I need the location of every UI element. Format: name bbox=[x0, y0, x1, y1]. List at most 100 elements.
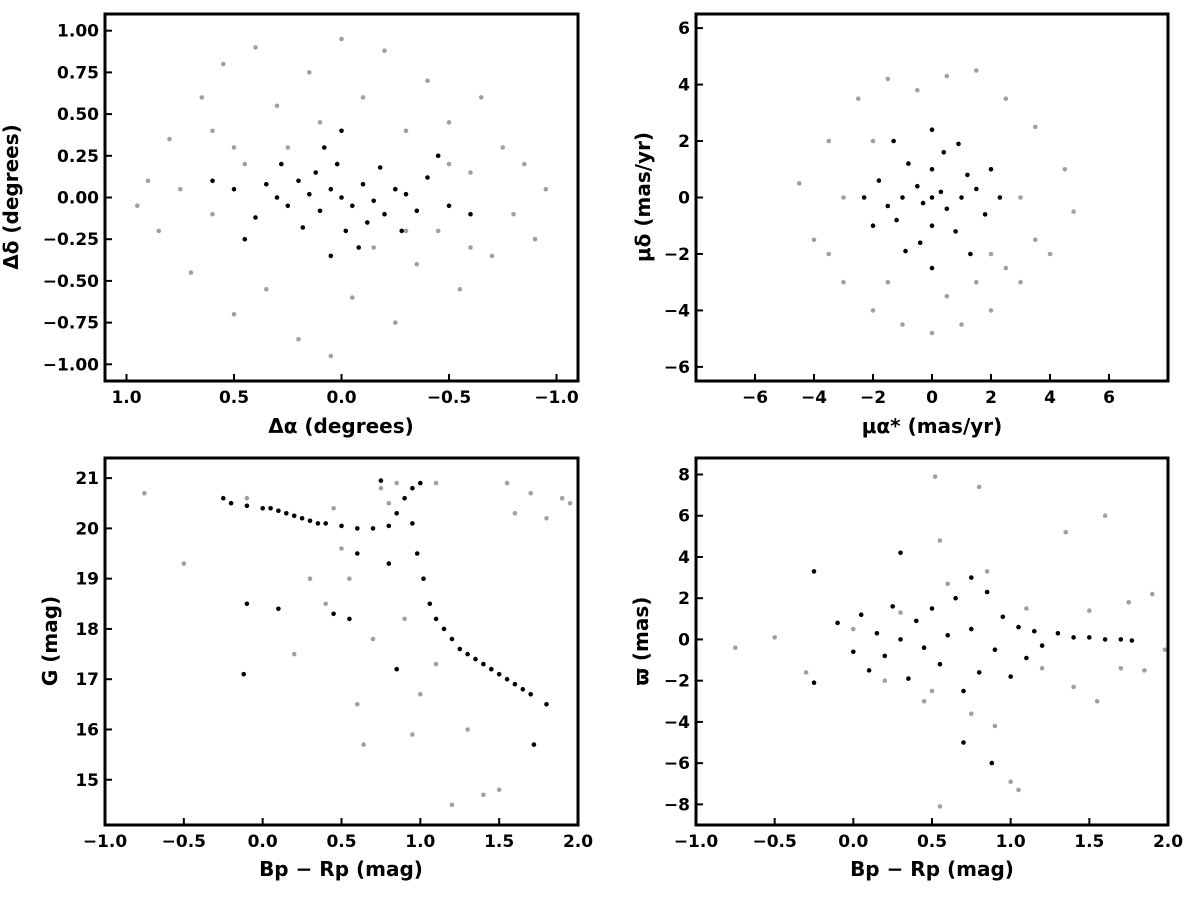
x-tick-label: 0 bbox=[926, 388, 938, 408]
data-point bbox=[355, 551, 360, 556]
data-point bbox=[322, 145, 327, 150]
data-point bbox=[403, 128, 409, 134]
data-point bbox=[858, 612, 864, 617]
data-point bbox=[274, 103, 280, 109]
data-point bbox=[512, 681, 518, 687]
data-point bbox=[468, 170, 473, 175]
data-point bbox=[929, 265, 935, 271]
x-tick-label: −0.5 bbox=[752, 832, 796, 852]
y-tick-label: −1.00 bbox=[43, 355, 99, 375]
data-point bbox=[241, 671, 246, 677]
data-point bbox=[403, 191, 409, 197]
data-point bbox=[851, 626, 856, 632]
data-point bbox=[953, 595, 958, 601]
data-point bbox=[992, 647, 998, 652]
data-point bbox=[328, 253, 334, 259]
x-tick-label: 0.5 bbox=[917, 832, 947, 852]
data-point bbox=[386, 561, 392, 566]
data-point bbox=[959, 322, 964, 327]
data-point bbox=[145, 178, 151, 184]
data-point bbox=[300, 225, 306, 230]
y-tick-label: 0.25 bbox=[57, 147, 99, 167]
data-point bbox=[797, 181, 802, 186]
data-point bbox=[968, 251, 973, 257]
data-point bbox=[870, 138, 876, 144]
data-point bbox=[489, 253, 495, 259]
data-point bbox=[339, 36, 344, 42]
data-point bbox=[339, 546, 344, 551]
y-tick-label: 0 bbox=[678, 630, 690, 650]
data-point bbox=[393, 320, 398, 325]
data-point bbox=[156, 228, 162, 234]
data-point bbox=[969, 711, 974, 716]
x-tick-label: −1.0 bbox=[83, 832, 128, 852]
y-tick-label: 21 bbox=[75, 469, 99, 489]
data-point bbox=[231, 312, 237, 317]
data-point bbox=[1032, 628, 1037, 634]
y-tick-label: −6 bbox=[664, 358, 690, 378]
x-tick-label: 6 bbox=[1103, 388, 1115, 408]
x-tick-label: 2.0 bbox=[1153, 832, 1183, 852]
x-tick-label: 2.0 bbox=[563, 832, 593, 852]
data-point bbox=[328, 186, 334, 192]
y-tick-label: 6 bbox=[678, 507, 690, 527]
data-point bbox=[418, 692, 423, 697]
data-point bbox=[378, 478, 384, 483]
data-point bbox=[361, 742, 366, 747]
data-point bbox=[974, 68, 979, 73]
data-point bbox=[244, 601, 250, 607]
data-point bbox=[135, 203, 140, 209]
data-point bbox=[929, 167, 935, 172]
data-point bbox=[221, 495, 226, 501]
data-point bbox=[1000, 614, 1006, 620]
data-point bbox=[433, 661, 439, 667]
data-point bbox=[382, 48, 387, 53]
data-point bbox=[307, 518, 313, 524]
data-point bbox=[296, 178, 301, 184]
data-point bbox=[1118, 666, 1124, 671]
data-point bbox=[929, 223, 935, 228]
data-point bbox=[210, 128, 215, 134]
data-point bbox=[938, 189, 944, 195]
data-point bbox=[414, 208, 420, 214]
x-tick-label: −1.0 bbox=[674, 832, 719, 852]
data-point bbox=[885, 203, 891, 209]
data-point bbox=[974, 279, 979, 285]
axes-frame bbox=[694, 456, 1170, 827]
data-point bbox=[307, 576, 313, 581]
data-point bbox=[331, 611, 336, 617]
y-axis-label: G (mag) bbox=[38, 596, 62, 686]
data-point bbox=[264, 287, 269, 292]
data-point bbox=[504, 480, 510, 486]
data-point bbox=[276, 606, 281, 612]
data-point bbox=[921, 645, 927, 650]
y-axis-label: ϖ (mas) bbox=[629, 597, 653, 686]
data-point bbox=[199, 95, 205, 100]
data-point bbox=[382, 211, 387, 217]
data-point bbox=[1033, 124, 1038, 130]
data-point bbox=[528, 692, 533, 697]
x-tick-label: −4 bbox=[801, 388, 827, 408]
data-point bbox=[449, 802, 455, 808]
data-point bbox=[1071, 209, 1076, 214]
data-point bbox=[403, 228, 409, 234]
data-point bbox=[457, 646, 463, 652]
data-point bbox=[733, 645, 738, 650]
data-point bbox=[870, 223, 876, 228]
data-point bbox=[841, 195, 846, 200]
data-point bbox=[945, 581, 950, 587]
data-point bbox=[446, 120, 452, 125]
data-point bbox=[231, 186, 237, 192]
data-point bbox=[355, 526, 360, 531]
data-point bbox=[394, 666, 400, 672]
data-point bbox=[544, 702, 549, 707]
data-point bbox=[296, 337, 301, 342]
data-point bbox=[479, 95, 484, 100]
data-point bbox=[446, 161, 452, 167]
data-point bbox=[425, 175, 430, 180]
data-point bbox=[339, 128, 344, 134]
data-point bbox=[399, 228, 405, 234]
data-point bbox=[402, 495, 407, 501]
y-tick-label: 0.00 bbox=[57, 189, 99, 209]
